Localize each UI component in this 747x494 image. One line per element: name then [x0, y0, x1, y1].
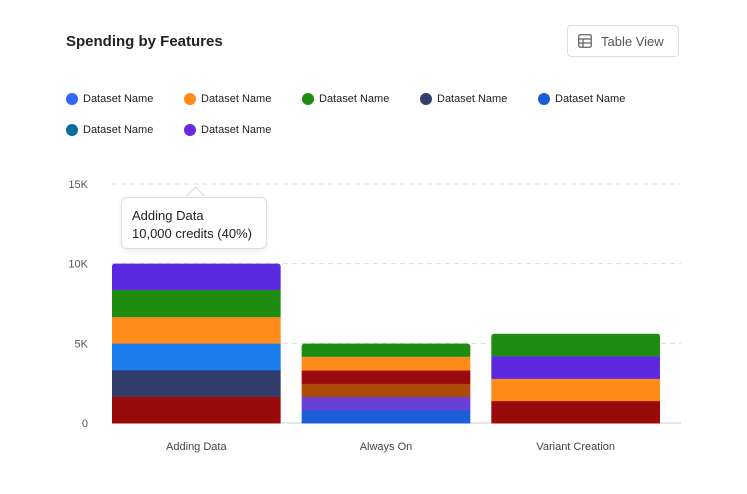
legend-item[interactable]: Dataset Name [420, 90, 538, 107]
bar-segment [301, 409, 471, 424]
bar-segment [491, 378, 660, 402]
bar-segment [491, 400, 660, 424]
table-view-label: Table View [601, 33, 664, 49]
legend-swatch [184, 92, 196, 105]
legend: Dataset Name Dataset Name Dataset Name D… [66, 90, 666, 138]
x-tick-label: Always On [360, 441, 413, 453]
tooltip: Adding Data 10,000 credits (40%) [121, 197, 267, 249]
table-icon [578, 34, 592, 48]
legend-label: Dataset Name [201, 92, 272, 105]
legend-label: Dataset Name [201, 123, 272, 136]
legend-swatch [302, 92, 314, 105]
x-tick-label: Variant Creation [536, 441, 615, 453]
y-tick-label: 10K [68, 259, 88, 271]
y-tick-label: 0 [82, 418, 88, 430]
bar-segment [491, 356, 660, 379]
y-tick-label: 15K [68, 179, 88, 191]
y-tick-label: 5K [75, 338, 89, 350]
tooltip-title: Adding Data [132, 208, 204, 223]
bar-segment [112, 369, 281, 397]
legend-label: Dataset Name [319, 92, 390, 105]
bar-segment [301, 370, 471, 384]
bar-segment [112, 396, 281, 424]
legend-swatch [66, 123, 78, 136]
bar-segment [491, 333, 660, 357]
bar-segment [301, 356, 471, 371]
bar-segment [301, 383, 471, 398]
legend-label: Dataset Name [83, 123, 154, 136]
x-tick-label: Adding Data [166, 441, 227, 453]
legend-item[interactable]: Dataset Name [66, 90, 184, 107]
bar-segment [112, 343, 281, 371]
legend-item[interactable]: Dataset Name [302, 90, 420, 107]
bar-segment [301, 396, 471, 411]
table-view-button[interactable]: Table View [567, 25, 679, 57]
bar-segment [112, 263, 281, 290]
legend-item[interactable]: Dataset Name [184, 90, 302, 107]
bar-segment [112, 289, 281, 318]
legend-swatch [66, 92, 78, 105]
bar-segment [301, 343, 471, 357]
legend-label: Dataset Name [555, 92, 626, 105]
legend-label: Dataset Name [437, 92, 508, 105]
legend-item[interactable]: Dataset Name [184, 121, 302, 138]
legend-swatch [538, 92, 550, 105]
tooltip-value: 10,000 credits (40%) [132, 226, 252, 241]
bar-segment [112, 316, 281, 344]
legend-item[interactable]: Dataset Name [538, 90, 656, 107]
legend-swatch [184, 123, 196, 136]
chart-title: Spending by Features [66, 33, 223, 50]
legend-item[interactable]: Dataset Name [66, 121, 184, 138]
legend-label: Dataset Name [83, 92, 154, 105]
legend-swatch [420, 92, 432, 105]
